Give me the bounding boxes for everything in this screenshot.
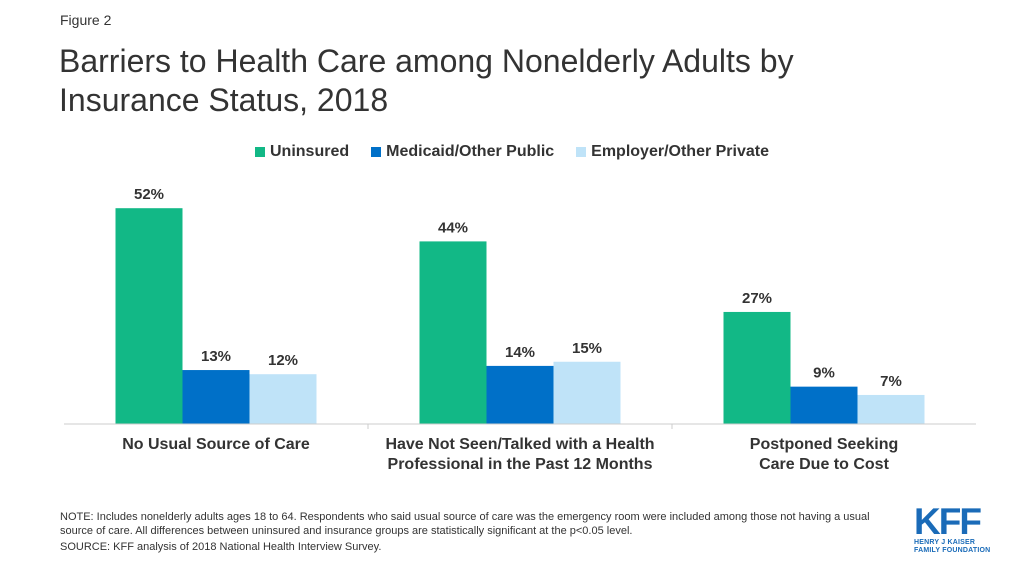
category-label-1-line-0: Have Not Seen/Talked with a Health (385, 436, 654, 453)
category-label-2-line-1: Care Due to Cost (759, 456, 889, 473)
logo-mark: KFF (914, 501, 982, 542)
bar-employer-0 (249, 374, 317, 424)
chart-title: Barriers to Health Care among Nonelderly… (59, 43, 794, 118)
logo-line-1: HENRY J KAISER (914, 539, 976, 546)
data-label-uninsured-0: 52% (134, 186, 164, 203)
note-text: NOTE: Includes nonelderly adults ages 18… (60, 511, 870, 537)
bar-employer-1 (553, 361, 621, 424)
legend-label-medicaid: Medicaid/Other Public (386, 143, 555, 160)
data-label-employer-0: 12% (268, 352, 298, 369)
bar-uninsured-0 (115, 208, 183, 424)
category-label-0-line-0: No Usual Source of Care (122, 436, 310, 453)
chart-legend: Uninsured Medicaid/Other Public Employer… (0, 143, 1024, 161)
data-label-uninsured-1: 44% (438, 219, 468, 236)
legend-item-employer: Employer/Other Private (576, 143, 769, 161)
bar-medicaid-0 (182, 370, 250, 424)
legend-label-uninsured: Uninsured (270, 143, 350, 160)
logo-line-2: FAMILY FOUNDATION (914, 547, 991, 554)
legend-item-uninsured: Uninsured (255, 143, 349, 161)
chart-notes: NOTE: Includes nonelderly adults ages 18… (60, 510, 900, 556)
data-label-employer-1: 15% (572, 340, 602, 357)
legend-swatch-medicaid (371, 147, 382, 157)
bar-uninsured-1 (419, 241, 487, 424)
legend-swatch-uninsured (255, 147, 265, 157)
source-text: SOURCE: KFF analysis of 2018 National He… (60, 541, 382, 553)
bar-medicaid-1 (486, 365, 554, 424)
category-label-1-line-1: Professional in the Past 12 Months (388, 456, 653, 473)
bar-medicaid-2 (790, 386, 858, 424)
bar-employer-2 (857, 394, 925, 424)
kff-logo: KFF HENRY J KAISER FAMILY FOUNDATION (914, 501, 994, 555)
data-label-medicaid-2: 9% (813, 365, 835, 382)
data-label-employer-2: 7% (880, 373, 902, 390)
legend-label-employer: Employer/Other Private (591, 143, 769, 160)
data-label-medicaid-0: 13% (201, 348, 231, 365)
legend-item-medicaid: Medicaid/Other Public (371, 143, 554, 161)
category-label-2-line-0: Postponed Seeking (750, 436, 898, 453)
data-label-medicaid-1: 14% (505, 344, 535, 361)
legend-swatch-employer (576, 147, 587, 157)
bar-chart: 52% 13% 12% No Usual Source of Care 44% 14% 15… (64, 186, 976, 473)
bar-uninsured-2 (723, 311, 791, 424)
figure-label: Figure 2 (60, 12, 112, 28)
data-label-uninsured-2: 27% (742, 290, 772, 307)
